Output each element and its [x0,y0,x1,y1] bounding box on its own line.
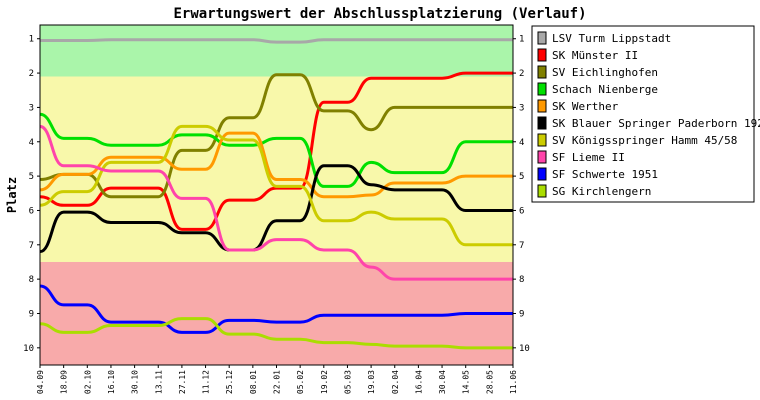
x-tick-label: 02.10 [83,370,92,394]
x-tick-label: 05.03 [343,370,352,394]
y-tick-label-right: 9 [519,309,524,319]
y-tick-label-right: 6 [519,206,524,216]
legend-label: SV Eichlinghofen [552,66,658,79]
y-tick-label-right: 7 [519,241,524,251]
x-ticks: 04.09 18.09 02.10 16.10 30.10 13.11 27.11 11.12… [36,365,518,394]
legend-label: SV Königsspringer Hamm 45/58 [552,134,737,147]
x-tick-label: 13.11 [154,370,163,394]
series-line-4 [39,131,513,199]
x-tick-label: 19.02 [320,370,329,394]
series-layer [39,38,514,350]
legend-label: Schach Nienberge [552,83,658,96]
y-tick-label-right: 10 [519,344,530,354]
x-tick-label: 08.01 [249,370,258,394]
series-line-3 [39,112,513,188]
y-tick-label-right: 8 [519,275,524,285]
x-tick-label: 04.09 [36,370,45,394]
legend-swatch [537,48,547,62]
legend-swatch [537,184,547,198]
legend-swatch [537,133,547,147]
series-line-6 [39,124,513,247]
y-tick-label-right: 1 [519,35,524,45]
series-line-9 [39,317,513,350]
legend-swatch [537,31,547,45]
zone-1 [40,76,513,262]
legend-label: SK Werther [552,100,619,113]
x-tick-label: 19.03 [367,370,376,394]
legend-swatch [537,99,547,113]
series-line-7 [39,124,513,281]
y-ticks-right: 1 2 3 4 5 6 7 8 9 10 [513,35,530,354]
x-tick-label: 30.04 [438,370,447,394]
series-line-0 [40,38,513,44]
y-tick-label-left: 6 [29,206,34,216]
x-tick-label: 14.05 [462,370,471,394]
x-tick-label: 28.05 [485,370,494,394]
chart-title: Erwartungswert der Abschlussplatzierung … [173,6,586,22]
y-tick-label-right: 4 [519,138,524,148]
x-tick-label: 02.04 [391,370,400,394]
y-tick-label-left: 1 [29,35,34,45]
x-tick-label: 22.01 [273,370,282,394]
legend-label: LSV Turm Lippstadt [552,32,671,45]
x-tick-label: 16.10 [107,370,116,394]
y-tick-label-right: 5 [519,172,524,182]
series-line-2 [39,73,514,199]
y-tick-label-left: 2 [29,69,34,79]
x-tick-label: 16.04 [414,370,423,394]
y-tick-label-left: 4 [29,138,34,148]
legend-box [531,25,755,203]
y-tick-label-right: 3 [519,103,524,113]
legend-swatch [537,116,547,130]
y-ticks-left: 1 2 3 4 5 6 7 8 9 10 [23,35,40,354]
x-tick-label: 05.02 [296,370,305,394]
y-tick-label-left: 7 [29,241,34,251]
y-tick-label-left: 8 [29,275,34,285]
y-axis-label: Platz [5,177,19,213]
y-tick-label-left: 3 [29,103,34,113]
legend-swatch [537,65,547,79]
series-line-5 [39,164,513,254]
legend-swatch [537,167,547,181]
legend: LSV Turm Lippstadt SK Münster II SV Eichli… [531,25,760,203]
legend-swatch [537,82,547,96]
x-tick-label: 25.12 [225,370,234,394]
legend-label: SK Blauer Springer Paderborn 1926 [552,117,760,130]
legend-swatch [537,150,547,164]
y-tick-label-left: 10 [23,344,34,354]
y-tick-label-left: 9 [29,309,34,319]
x-tick-label: 11.06 [509,370,518,394]
legend-label: SF Schwerte 1951 [552,168,658,181]
x-tick-label: 27.11 [178,370,187,394]
x-tick-label: 18.09 [60,370,69,394]
zone-0 [40,25,513,77]
y-tick-label-left: 5 [29,172,34,182]
legend-label: SF Lieme II [552,151,625,164]
legend-label: SK Münster II [552,49,638,62]
x-tick-label: 30.10 [131,370,140,394]
legend-label: SG Kirchlengern [552,185,651,198]
series-line-1 [39,71,513,231]
y-tick-label-right: 2 [519,69,524,79]
x-tick-label: 11.12 [202,370,211,394]
zone-2 [40,261,513,365]
series-line-8 [39,284,513,334]
